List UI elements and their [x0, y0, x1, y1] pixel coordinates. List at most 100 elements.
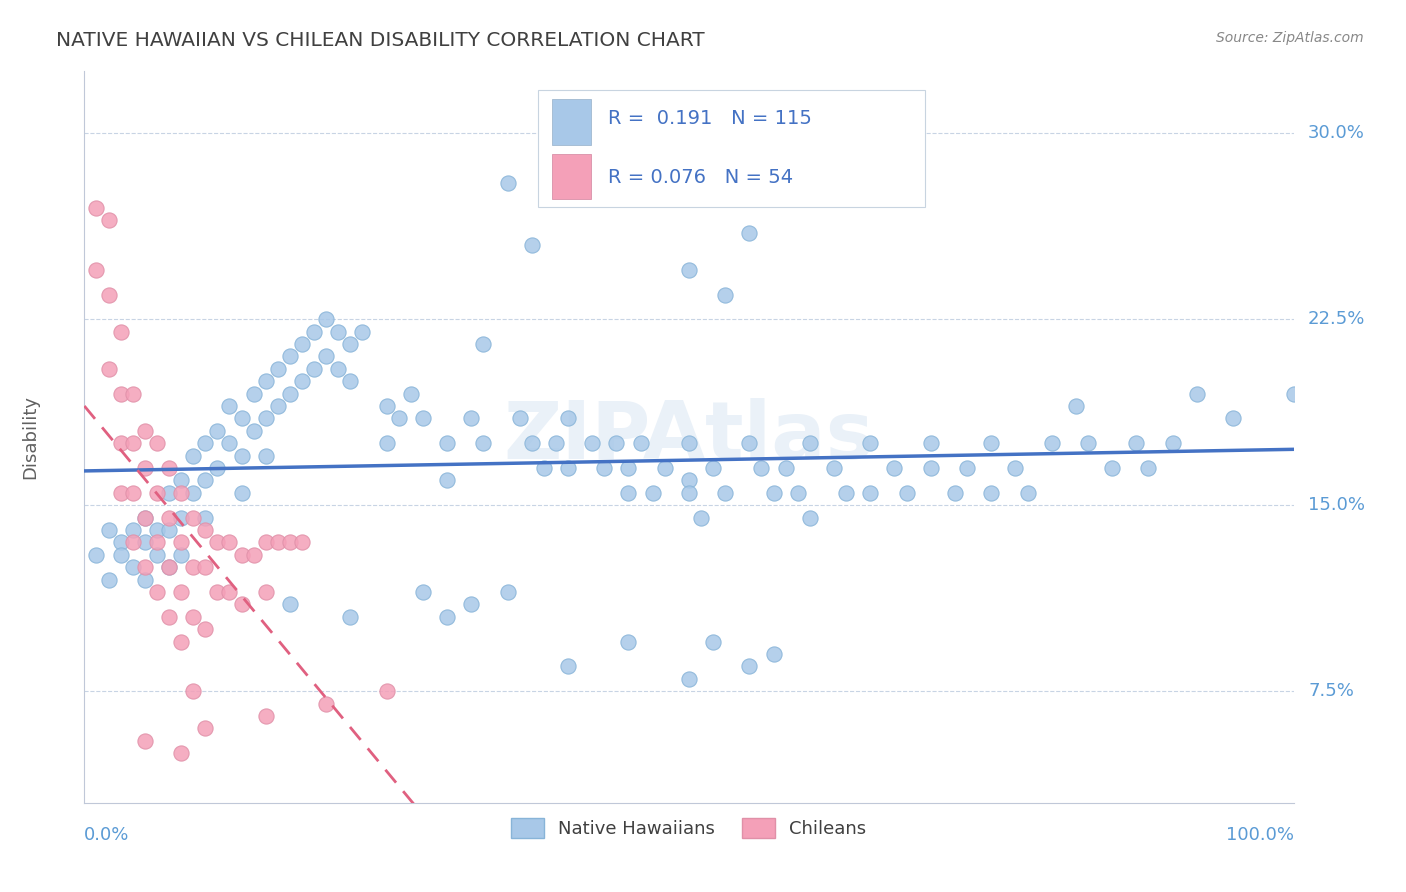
Point — [218, 535, 240, 549]
Point — [218, 585, 240, 599]
Point — [97, 287, 120, 301]
Point — [557, 659, 579, 673]
Point — [412, 585, 434, 599]
FancyBboxPatch shape — [538, 90, 925, 207]
Point — [181, 560, 204, 574]
Point — [956, 461, 979, 475]
Point — [134, 510, 156, 524]
Point — [194, 510, 217, 524]
Point — [231, 548, 253, 562]
Point — [254, 585, 277, 599]
Point — [134, 461, 156, 475]
Point — [533, 461, 555, 475]
Point — [714, 486, 737, 500]
Point — [943, 486, 966, 500]
Point — [278, 535, 301, 549]
Point — [97, 213, 120, 227]
Point — [110, 386, 132, 401]
FancyBboxPatch shape — [553, 154, 591, 200]
Point — [291, 535, 314, 549]
Point — [352, 325, 374, 339]
Point — [157, 560, 180, 574]
Point — [678, 262, 700, 277]
Point — [194, 523, 217, 537]
Point — [254, 411, 277, 425]
Point — [146, 585, 169, 599]
Point — [460, 411, 482, 425]
Text: Source: ZipAtlas.com: Source: ZipAtlas.com — [1216, 31, 1364, 45]
Point — [194, 622, 217, 636]
Point — [207, 585, 229, 599]
Point — [157, 461, 180, 475]
Point — [920, 436, 942, 450]
Point — [1101, 461, 1123, 475]
Text: 7.5%: 7.5% — [1308, 682, 1354, 700]
Point — [97, 523, 120, 537]
Point — [678, 486, 700, 500]
Point — [291, 337, 314, 351]
Point — [110, 436, 132, 450]
Point — [146, 548, 169, 562]
Point — [412, 411, 434, 425]
Point — [1125, 436, 1147, 450]
Point — [194, 436, 217, 450]
Point — [702, 461, 724, 475]
Point — [170, 634, 193, 648]
Point — [375, 436, 398, 450]
Point — [315, 697, 337, 711]
Point — [170, 486, 193, 500]
Text: 22.5%: 22.5% — [1308, 310, 1365, 328]
Text: 15.0%: 15.0% — [1308, 496, 1365, 515]
Point — [714, 287, 737, 301]
Point — [436, 610, 458, 624]
Point — [883, 461, 905, 475]
Point — [146, 535, 169, 549]
Point — [678, 474, 700, 488]
Text: Disability: Disability — [21, 395, 39, 479]
Point — [751, 461, 773, 475]
Text: 100.0%: 100.0% — [1226, 826, 1294, 844]
Point — [617, 486, 640, 500]
Point — [242, 548, 264, 562]
Point — [254, 374, 277, 388]
Text: 30.0%: 30.0% — [1308, 124, 1365, 143]
Point — [218, 399, 240, 413]
Point — [328, 362, 350, 376]
Point — [86, 262, 108, 277]
Point — [799, 510, 821, 524]
Point — [375, 399, 398, 413]
Point — [267, 399, 290, 413]
Point — [1017, 486, 1039, 500]
Point — [702, 634, 724, 648]
Point — [339, 337, 361, 351]
Point — [509, 411, 531, 425]
Point — [388, 411, 411, 425]
Point — [170, 474, 193, 488]
Point — [110, 486, 132, 500]
FancyBboxPatch shape — [553, 99, 591, 145]
Point — [920, 461, 942, 475]
Point — [110, 548, 132, 562]
Point — [181, 610, 204, 624]
Point — [762, 647, 785, 661]
Point — [157, 560, 180, 574]
Point — [1064, 399, 1087, 413]
Point — [678, 672, 700, 686]
Point — [605, 436, 627, 450]
Point — [472, 337, 495, 351]
Point — [121, 560, 143, 574]
Point — [170, 510, 193, 524]
Point — [194, 560, 217, 574]
Point — [170, 585, 193, 599]
Point — [267, 362, 290, 376]
Point — [859, 486, 882, 500]
Point — [157, 523, 180, 537]
Point — [231, 449, 253, 463]
Point — [799, 436, 821, 450]
Point — [399, 386, 422, 401]
Point — [157, 486, 180, 500]
Text: R = 0.076   N = 54: R = 0.076 N = 54 — [607, 168, 793, 187]
Point — [267, 535, 290, 549]
Point — [436, 474, 458, 488]
Point — [194, 474, 217, 488]
